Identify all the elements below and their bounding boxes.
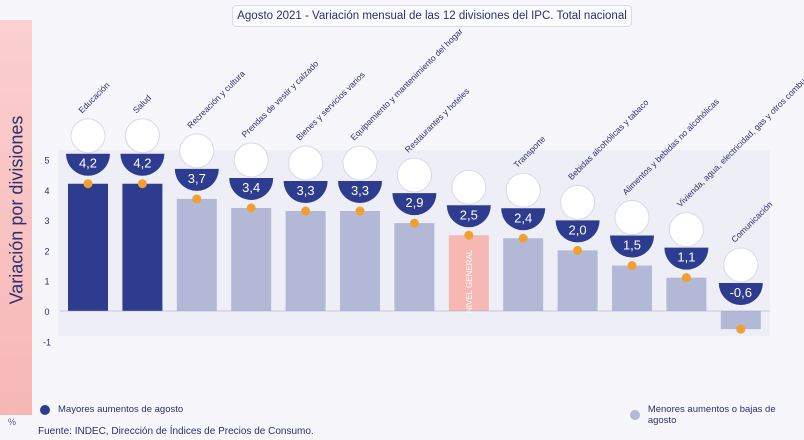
legend-top: Mayores aumentos de agosto	[40, 404, 183, 415]
chart-title: Agosto 2021 - Variación mensual de las 1…	[232, 5, 632, 27]
legend-label-top: Mayores aumentos de agosto	[58, 404, 184, 415]
value-marker	[573, 245, 583, 255]
value-badge	[664, 247, 709, 270]
value-label: 2,4	[514, 210, 532, 225]
value-label: 4,2	[133, 156, 151, 171]
illustration-icon	[560, 184, 596, 220]
value-badge	[283, 181, 328, 204]
value-marker	[246, 203, 256, 213]
source-note: Fuente: INDEC, Dirección de Índices de P…	[38, 426, 314, 437]
value-badge	[174, 168, 219, 191]
illustration-icon	[179, 133, 215, 169]
value-badge	[718, 283, 763, 305]
bar	[394, 223, 435, 311]
illustration-icon	[505, 172, 541, 208]
value-marker	[681, 273, 691, 283]
value-marker	[518, 233, 528, 243]
value-label: 3,3	[351, 183, 369, 198]
category-label: Educación	[76, 80, 111, 115]
general-bar-label: NIVEL GENERAL	[465, 249, 474, 313]
value-marker	[301, 206, 311, 216]
value-label: 1,1	[677, 250, 695, 265]
illustration-icon	[288, 145, 324, 181]
value-marker	[83, 179, 93, 189]
value-label: 4,2	[79, 156, 97, 171]
value-badge	[610, 235, 654, 258]
category-label: Recreación y cultura	[185, 68, 247, 130]
illustration-icon	[342, 145, 378, 181]
illustration-icon	[723, 247, 759, 283]
value-marker	[355, 206, 365, 216]
value-label: 3,3	[297, 183, 315, 198]
bar	[340, 211, 380, 311]
bar	[68, 183, 108, 311]
unit-label: %	[8, 417, 17, 427]
y-tick-label: 1	[44, 277, 49, 287]
value-label: 3,4	[242, 180, 260, 195]
bar	[122, 183, 163, 311]
bar	[666, 277, 707, 311]
value-label: 3,7	[188, 171, 206, 186]
value-label: 2,0	[569, 222, 587, 237]
bar	[231, 207, 272, 311]
value-badge	[338, 181, 382, 203]
value-badge	[501, 208, 546, 231]
value-badge	[120, 153, 165, 176]
value-marker	[464, 230, 474, 240]
value-marker	[736, 324, 746, 334]
value-marker	[137, 179, 147, 189]
illustration-icon	[451, 169, 487, 205]
value-badge	[555, 220, 600, 243]
value-badge	[446, 205, 491, 228]
value-badge	[66, 153, 110, 176]
illustration-icon	[233, 142, 269, 178]
legend-label-low: Menores aumentos o bajas de agosto	[647, 404, 776, 426]
illustration-icon	[614, 200, 650, 236]
value-marker	[409, 218, 419, 228]
bar	[612, 265, 652, 311]
legend-low: Menores aumentos o bajas de agosto	[630, 404, 804, 426]
category-label: Equipamiento y mantenimiento del hogar	[348, 26, 464, 142]
illustration-icon	[668, 212, 704, 248]
y-tick-label: 2	[44, 246, 49, 256]
category-label: Restaurantes y hoteles	[403, 86, 472, 155]
legend-swatch-top	[40, 404, 50, 415]
bar	[557, 250, 598, 311]
bar	[176, 198, 217, 311]
value-badge	[392, 193, 437, 216]
y-tick-label: 3	[44, 216, 49, 226]
bar	[720, 311, 761, 330]
axis-band	[0, 20, 32, 415]
value-badge	[229, 177, 274, 200]
bar	[448, 235, 489, 311]
value-marker	[192, 194, 202, 204]
illustration-icon	[396, 157, 432, 193]
value-label: 1,5	[623, 238, 641, 253]
y-tick-label: -1	[43, 337, 51, 347]
y-tick-label: 5	[44, 156, 49, 166]
y-tick-label: 0	[44, 307, 49, 317]
legend-swatch-low	[630, 410, 640, 420]
bar	[285, 211, 326, 311]
y-tick-label: 4	[44, 186, 49, 196]
value-marker	[627, 261, 637, 271]
value-label: 2,5	[460, 207, 478, 222]
illustration-icon	[70, 118, 106, 154]
illustration-icon	[124, 118, 160, 154]
category-label: Salud	[131, 93, 154, 116]
value-label: 2,9	[405, 195, 423, 210]
bar	[503, 238, 544, 311]
value-label: -0,6	[730, 285, 752, 300]
